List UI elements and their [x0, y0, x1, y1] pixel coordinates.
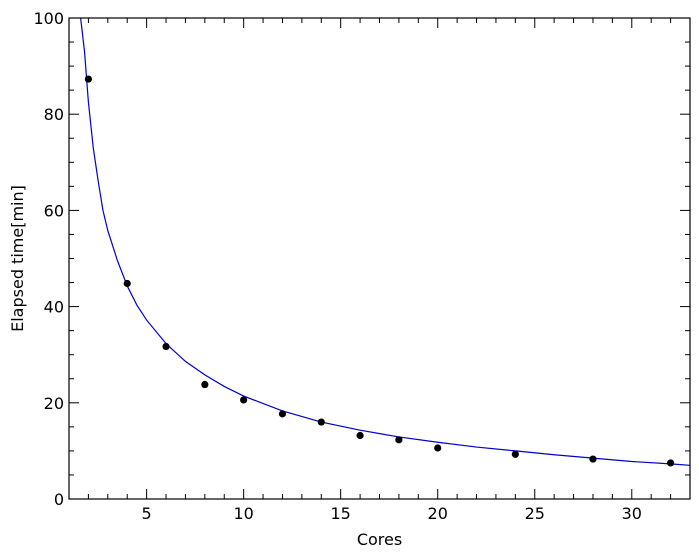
- data-point: [317, 418, 325, 426]
- data-point: [356, 431, 364, 440]
- data-points: [84, 75, 675, 467]
- x-axis-label: Cores: [357, 530, 402, 549]
- major-ticks: [69, 17, 690, 500]
- fit-curve-layer: [80, 18, 690, 466]
- data-point: [395, 436, 403, 444]
- plot-frame: [68, 17, 691, 500]
- data-point: [589, 455, 597, 463]
- y-tick-label: 0: [54, 490, 64, 509]
- data-point: [278, 410, 287, 418]
- x-tick-label: 25: [525, 504, 545, 523]
- y-axis-label: Elapsed time[min]: [8, 185, 27, 332]
- x-tick-label: 5: [142, 504, 152, 523]
- minor-ticks: [68, 18, 691, 499]
- x-tick-label: 10: [233, 504, 253, 523]
- data-point: [123, 279, 131, 288]
- y-tick-label: 100: [33, 9, 64, 28]
- data-point: [240, 396, 248, 404]
- x-tick-labels: 5 10 15 20 25 30: [142, 504, 642, 523]
- x-tick-label: 20: [428, 504, 448, 523]
- fit-curve: [80, 18, 690, 466]
- y-tick-labels: 0 20 40 60 80 100: [33, 9, 64, 509]
- data-point: [201, 380, 209, 389]
- y-tick-label: 20: [44, 394, 64, 413]
- y-tick-label: 40: [44, 298, 64, 317]
- data-point: [666, 459, 675, 467]
- data-point: [434, 444, 442, 452]
- data-point: [162, 342, 170, 351]
- y-tick-label: 80: [44, 105, 64, 124]
- data-point: [511, 450, 519, 458]
- data-point: [84, 75, 93, 83]
- x-tick-label: 15: [331, 504, 351, 523]
- x-tick-label: 30: [622, 504, 642, 523]
- y-tick-label: 60: [44, 201, 64, 220]
